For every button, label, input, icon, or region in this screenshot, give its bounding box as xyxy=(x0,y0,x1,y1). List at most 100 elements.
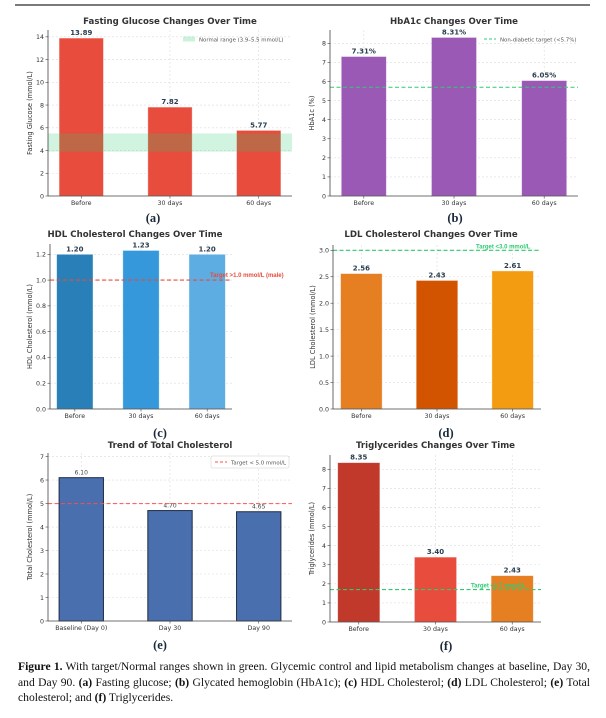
caption-tag-a: (a) xyxy=(78,675,93,689)
x-tick-label: 60 days xyxy=(246,200,271,207)
legend-label: Normal range (3.9–5.5 mmol/L) xyxy=(199,37,283,43)
legend-swatch xyxy=(183,36,195,42)
y-tick-label: 1.0 xyxy=(36,277,46,284)
y-tick-label: 0 xyxy=(322,619,326,626)
value-label: 8.31% xyxy=(442,28,466,36)
chart-panel-f: 8.35 3.40 2.43 Target <1.7 mmol/L 0 1 2 3 4 5 6 7 8 B… xyxy=(308,441,541,653)
y-tick-label: 3.0 xyxy=(319,248,329,255)
x-tick-label: Before xyxy=(354,200,375,207)
panel-label: (b) xyxy=(447,211,462,225)
legend-label: Target < 5.0 mmol/L xyxy=(230,460,286,466)
value-label: 1.20 xyxy=(66,245,83,253)
caption-text-e: Total cholesterol; and xyxy=(18,675,590,705)
x-tick-label: Baseline (Day 0) xyxy=(55,625,107,632)
bar-30-days xyxy=(431,37,477,197)
top-rule xyxy=(15,4,590,6)
bar-60-days xyxy=(236,129,282,197)
y-tick-label: 2 xyxy=(322,155,326,162)
normal-range-band xyxy=(48,133,292,152)
caption-tag-f: (f) xyxy=(94,691,107,704)
y-tick-label: 3 xyxy=(322,562,326,569)
value-label: 5.77 xyxy=(250,121,267,129)
value-label: 3.40 xyxy=(427,548,444,556)
value-label: 1.20 xyxy=(199,245,216,253)
y-tick-label: 0 xyxy=(40,193,44,200)
bar-before xyxy=(58,37,104,197)
y-axis-label: HDL Cholesterol (mmol/L) xyxy=(26,284,34,369)
y-tick-label: 1 xyxy=(40,595,44,602)
y-tick-label: 3 xyxy=(322,136,326,143)
y-tick-label: 1.5 xyxy=(319,327,329,334)
y-tick-label: 0.2 xyxy=(36,381,46,388)
y-tick-label: 6 xyxy=(40,477,44,484)
chart-panel-b: 7.31% 8.31% 6.05% Non-diabetic target (<5.7… xyxy=(308,17,578,225)
x-tick-label: 60 days xyxy=(500,413,525,420)
y-tick-label: 0.0 xyxy=(36,406,46,413)
value-label: 6.10 xyxy=(75,470,89,477)
chart-title: Fasting Glucose Changes Over Time xyxy=(83,17,257,27)
legend-label: Non-diabetic target (<5.7%) xyxy=(500,37,576,43)
y-tick-label: 5 xyxy=(322,98,326,105)
y-tick-label: 14 xyxy=(36,34,44,41)
x-tick-label: Before xyxy=(65,413,86,420)
chart-title: Triglycerides Changes Over Time xyxy=(356,441,515,451)
value-label: 13.89 xyxy=(70,29,92,37)
y-tick-label: 6 xyxy=(322,505,326,512)
target-annotation: Target <1.7 mmol/L xyxy=(471,584,526,590)
chart-title: HDL Cholesterol Changes Over Time xyxy=(47,230,222,240)
x-tick-label: Before xyxy=(71,200,92,207)
caption-tag-c: (c) xyxy=(344,675,358,689)
x-tick-label: Day 90 xyxy=(248,625,270,632)
caption-tag-e: (e) xyxy=(550,675,564,689)
x-tick-label: 30 days xyxy=(158,200,183,207)
y-tick-label: 8 xyxy=(322,41,326,48)
bar-30-days xyxy=(415,280,459,410)
caption-text-d: LDL Choles­terol; xyxy=(461,675,551,689)
y-axis-label: Triglycerides (mmol/L) xyxy=(308,502,316,576)
y-tick-label: 8 xyxy=(40,102,44,109)
x-tick-label: 60 days xyxy=(500,626,525,633)
bar-before xyxy=(340,273,383,410)
x-tick-label: 30 days xyxy=(425,413,450,420)
value-label: 2.61 xyxy=(504,262,521,270)
y-tick-label: 2 xyxy=(40,171,44,178)
y-axis-label: Fasting Glucose (mmol/L) xyxy=(26,71,34,155)
figure-caption: Figure 1. With target/Normal ranges show… xyxy=(18,659,590,706)
bar-baseline-day-0- xyxy=(58,477,104,622)
chart-title: HbA1c Changes Over Time xyxy=(390,17,518,27)
y-tick-label: 2.5 xyxy=(319,274,329,281)
target-annotation: Target <3.0 mmol/L xyxy=(476,244,531,250)
x-tick-label: 30 days xyxy=(129,413,154,420)
value-label: 6.05% xyxy=(532,72,556,80)
caption-text-a: Fasting glucose; xyxy=(92,675,175,689)
x-tick-label: 60 days xyxy=(195,413,220,420)
value-label: 8.35 xyxy=(350,454,367,462)
panel-label: (a) xyxy=(146,211,161,225)
chart-panel-d: 2.56 2.43 2.61 Target <3.0 mmol/L 0.0 0.5 1.0 1… xyxy=(309,230,541,440)
y-axis-label: Total Cholesterol (mmol/L) xyxy=(26,494,34,582)
value-label: 4.70 xyxy=(163,503,177,510)
bar-30-days xyxy=(147,106,193,197)
y-tick-label: 4 xyxy=(322,117,326,124)
y-tick-label: 3 xyxy=(40,548,44,555)
target-annotation: Target >1.0 mmol/L (male) xyxy=(210,273,284,279)
y-tick-label: 2 xyxy=(40,571,44,578)
caption-tag-d: (d) xyxy=(447,675,462,689)
bar-30-days xyxy=(122,250,160,410)
caption-tag-b: (b) xyxy=(175,675,190,689)
y-tick-label: 0.5 xyxy=(319,380,329,387)
y-tick-label: 12 xyxy=(36,57,44,64)
y-tick-label: 5 xyxy=(40,501,44,508)
x-tick-label: 30 days xyxy=(423,626,448,633)
y-tick-label: 1 xyxy=(322,600,326,607)
y-tick-label: 0.4 xyxy=(36,355,46,362)
x-tick-label: Before xyxy=(348,626,369,633)
x-tick-label: 60 days xyxy=(532,200,557,207)
x-tick-label: Day 30 xyxy=(159,625,181,632)
bar-60-days xyxy=(521,80,568,197)
bar-day-90 xyxy=(236,511,282,622)
caption-text-c: HDL Cholesterol; xyxy=(357,675,448,689)
chart-title: LDL Cholesterol Changes Over Time xyxy=(344,230,517,240)
y-tick-label: 1.2 xyxy=(36,252,46,259)
value-label: 1.23 xyxy=(132,241,149,249)
